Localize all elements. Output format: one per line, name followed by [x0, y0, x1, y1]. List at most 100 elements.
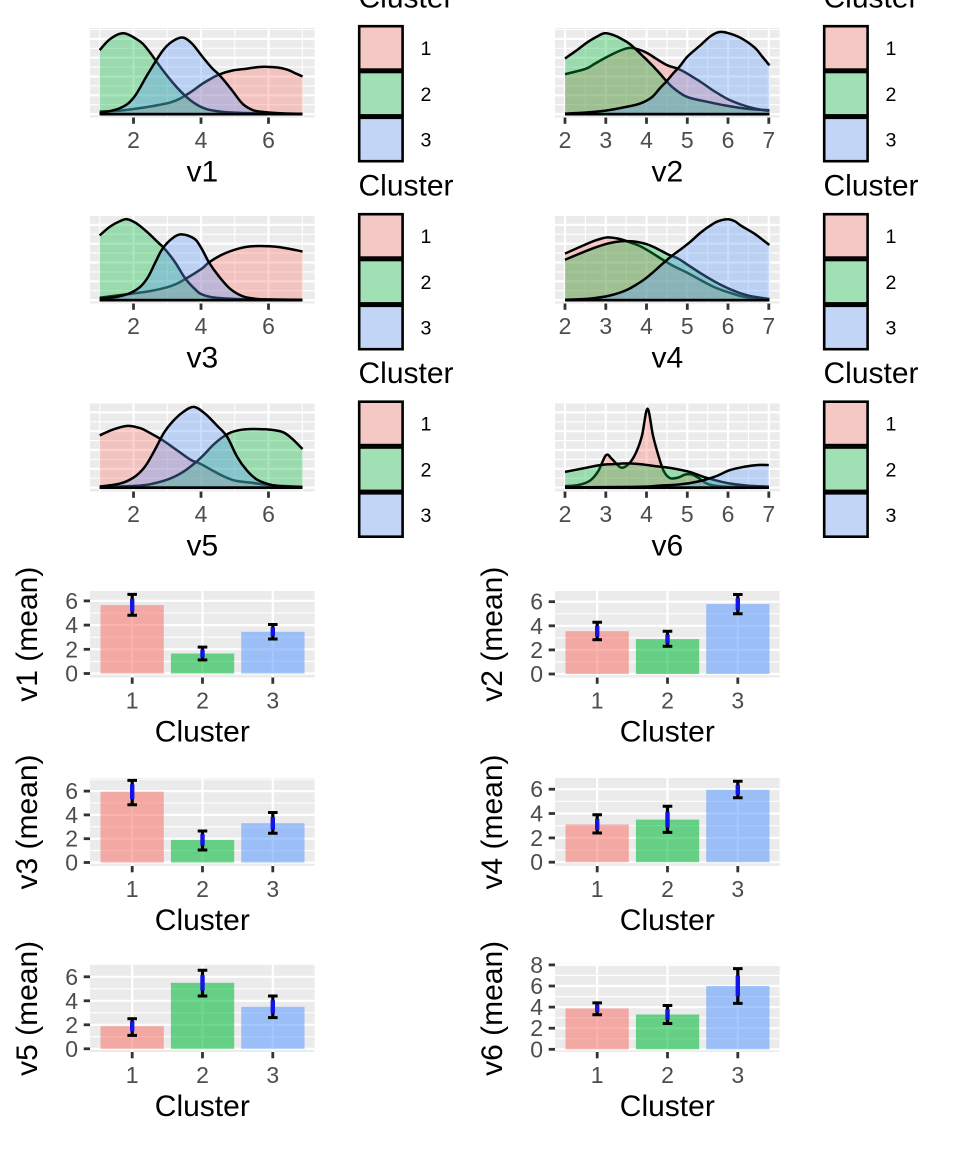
svg-text:2: 2	[65, 1012, 78, 1038]
svg-text:6: 6	[65, 588, 78, 614]
svg-text:1: 1	[886, 38, 897, 60]
svg-text:3: 3	[599, 313, 612, 339]
svg-text:2: 2	[127, 127, 140, 153]
svg-text:v1: v1	[186, 156, 218, 189]
svg-text:3: 3	[599, 127, 612, 153]
svg-text:Cluster: Cluster	[824, 357, 919, 390]
svg-text:2: 2	[661, 876, 674, 902]
svg-text:0: 0	[65, 661, 78, 687]
svg-text:v2: v2	[651, 156, 683, 189]
svg-text:2: 2	[65, 826, 78, 852]
svg-text:3: 3	[599, 501, 612, 527]
svg-text:6: 6	[530, 776, 543, 802]
svg-text:2: 2	[196, 876, 209, 902]
svg-text:Cluster: Cluster	[824, 0, 919, 15]
svg-text:7: 7	[762, 313, 775, 339]
svg-text:Cluster: Cluster	[155, 904, 250, 937]
svg-text:v5 (mean): v5 (mean)	[11, 941, 44, 1076]
svg-text:3: 3	[731, 876, 744, 902]
svg-text:1: 1	[126, 688, 139, 714]
svg-text:1: 1	[126, 876, 139, 902]
svg-text:6: 6	[722, 127, 735, 153]
svg-text:6: 6	[530, 973, 543, 999]
svg-text:2: 2	[886, 459, 897, 481]
svg-text:1: 1	[421, 226, 432, 248]
svg-text:3: 3	[731, 1062, 744, 1088]
svg-text:v5: v5	[186, 530, 218, 563]
svg-text:2: 2	[559, 313, 572, 339]
svg-text:Cluster: Cluster	[620, 904, 715, 937]
svg-text:2: 2	[127, 501, 140, 527]
svg-text:5: 5	[681, 313, 694, 339]
svg-text:1: 1	[591, 876, 604, 902]
svg-text:4: 4	[65, 802, 78, 828]
svg-text:3: 3	[421, 130, 432, 152]
svg-text:3: 3	[421, 318, 432, 340]
svg-text:v1 (mean): v1 (mean)	[11, 567, 44, 702]
svg-text:2: 2	[530, 1015, 543, 1041]
svg-text:Cluster: Cluster	[359, 357, 454, 390]
svg-text:v4 (mean): v4 (mean)	[476, 754, 509, 889]
svg-text:2: 2	[559, 127, 572, 153]
svg-text:2: 2	[530, 637, 543, 663]
svg-text:5: 5	[681, 127, 694, 153]
svg-text:v4: v4	[651, 342, 683, 375]
svg-text:4: 4	[65, 988, 78, 1014]
svg-text:2: 2	[886, 84, 897, 106]
svg-text:7: 7	[762, 501, 775, 527]
svg-text:2: 2	[421, 272, 432, 294]
svg-text:4: 4	[640, 501, 653, 527]
svg-text:v3 (mean): v3 (mean)	[11, 754, 44, 889]
svg-text:6: 6	[722, 501, 735, 527]
svg-text:6: 6	[262, 501, 275, 527]
svg-text:2: 2	[661, 688, 674, 714]
svg-text:4: 4	[530, 613, 543, 639]
svg-text:1: 1	[421, 414, 432, 436]
svg-text:v3: v3	[186, 342, 218, 375]
svg-text:Cluster: Cluster	[620, 716, 715, 749]
svg-text:0: 0	[65, 850, 78, 876]
svg-text:0: 0	[530, 661, 543, 687]
svg-text:8: 8	[530, 952, 543, 978]
svg-text:3: 3	[266, 876, 279, 902]
svg-text:3: 3	[886, 505, 897, 527]
svg-text:Cluster: Cluster	[359, 0, 454, 15]
svg-text:3: 3	[266, 688, 279, 714]
svg-text:3: 3	[886, 318, 897, 340]
svg-text:v6 (mean): v6 (mean)	[476, 941, 509, 1076]
svg-text:6: 6	[262, 313, 275, 339]
svg-text:v6: v6	[651, 530, 683, 563]
svg-text:4: 4	[640, 313, 653, 339]
svg-text:7: 7	[762, 127, 775, 153]
svg-text:4: 4	[195, 501, 208, 527]
svg-text:2: 2	[559, 501, 572, 527]
svg-text:4: 4	[640, 127, 653, 153]
svg-text:6: 6	[262, 127, 275, 153]
svg-text:Cluster: Cluster	[620, 1090, 715, 1123]
svg-text:Cluster: Cluster	[824, 170, 919, 203]
svg-text:Cluster: Cluster	[359, 170, 454, 203]
svg-text:0: 0	[65, 1036, 78, 1062]
svg-text:0: 0	[530, 1036, 543, 1062]
svg-text:4: 4	[195, 127, 208, 153]
svg-text:1: 1	[591, 1062, 604, 1088]
svg-text:4: 4	[530, 994, 543, 1020]
svg-text:6: 6	[65, 964, 78, 990]
svg-text:Cluster: Cluster	[155, 1090, 250, 1123]
svg-text:2: 2	[886, 272, 897, 294]
svg-text:4: 4	[195, 313, 208, 339]
svg-text:2: 2	[196, 688, 209, 714]
svg-text:1: 1	[886, 226, 897, 248]
svg-text:0: 0	[530, 849, 543, 875]
svg-text:2: 2	[65, 636, 78, 662]
svg-text:3: 3	[266, 1062, 279, 1088]
svg-text:4: 4	[530, 801, 543, 827]
svg-text:Cluster: Cluster	[155, 716, 250, 749]
svg-text:2: 2	[196, 1062, 209, 1088]
svg-text:3: 3	[886, 130, 897, 152]
svg-text:6: 6	[722, 313, 735, 339]
svg-text:2: 2	[421, 459, 432, 481]
svg-text:6: 6	[530, 589, 543, 615]
svg-text:1: 1	[421, 38, 432, 60]
svg-text:1: 1	[886, 414, 897, 436]
